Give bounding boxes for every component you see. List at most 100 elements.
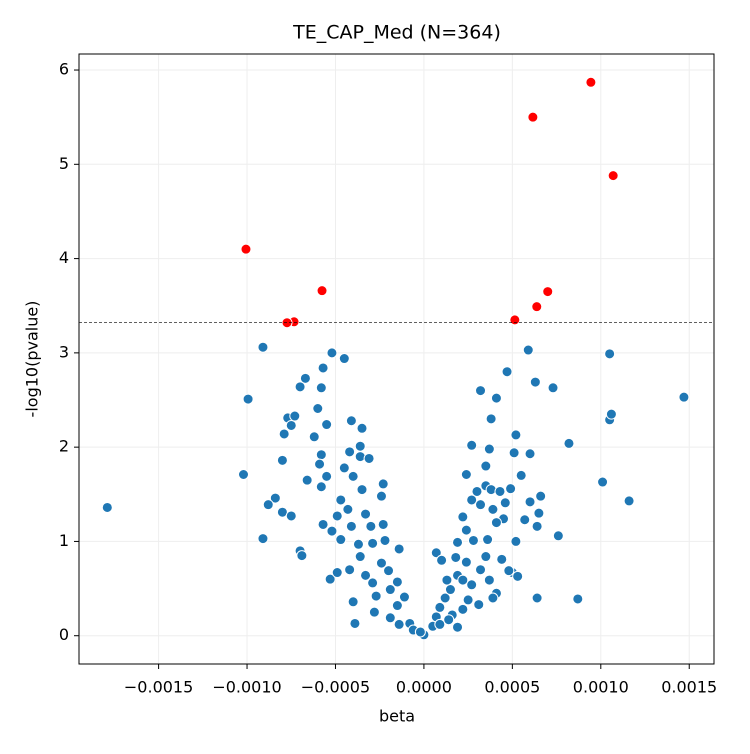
point (276, 454, 288, 466)
point (460, 524, 472, 536)
point (316, 285, 328, 297)
point (533, 507, 545, 519)
point (338, 462, 350, 474)
point (262, 499, 274, 511)
y-tick-label: 2 (59, 437, 69, 456)
point (460, 468, 472, 480)
point (460, 556, 472, 568)
point (317, 518, 329, 530)
point (604, 348, 616, 360)
point (563, 437, 575, 449)
point (439, 592, 451, 604)
point (370, 590, 382, 602)
point (368, 606, 380, 618)
point (289, 410, 301, 422)
x-tick-label: 0.0010 (573, 678, 629, 697)
point (314, 458, 326, 470)
point (347, 596, 359, 608)
point (308, 431, 320, 443)
point (360, 569, 372, 581)
point (315, 382, 327, 394)
y-tick-label: 3 (59, 342, 69, 361)
point (471, 485, 483, 497)
point (531, 520, 543, 532)
point (391, 600, 403, 612)
point (285, 510, 297, 522)
point (485, 413, 497, 425)
point (542, 286, 554, 298)
point (508, 447, 520, 459)
point (315, 481, 327, 493)
point (457, 574, 469, 586)
point (547, 382, 559, 394)
point (623, 495, 635, 507)
point (393, 618, 405, 630)
point (444, 584, 456, 596)
point (483, 443, 495, 455)
point (480, 460, 492, 472)
point (466, 494, 478, 506)
point (512, 570, 524, 582)
points (79, 76, 714, 641)
point (344, 564, 356, 576)
point (345, 520, 357, 532)
y-tick-label: 0 (59, 625, 69, 644)
point (527, 111, 539, 123)
point (607, 170, 619, 182)
point (338, 353, 350, 365)
point (315, 449, 327, 461)
point (367, 537, 379, 549)
point (379, 534, 391, 546)
point (354, 551, 366, 563)
point (531, 301, 543, 313)
point (487, 592, 499, 604)
point (490, 392, 502, 404)
point (365, 520, 377, 532)
point (524, 496, 536, 508)
point (281, 317, 293, 329)
point (363, 452, 375, 464)
point (393, 543, 405, 555)
point (356, 484, 368, 496)
point (257, 341, 269, 353)
point (475, 385, 487, 397)
point (326, 347, 338, 359)
point (485, 484, 497, 496)
y-tick-label: 6 (59, 60, 69, 79)
point (585, 76, 597, 88)
point (375, 557, 387, 569)
point (347, 470, 359, 482)
point (473, 599, 485, 611)
point (434, 618, 446, 630)
axes: −0.0015 −0.0010 −0.0005 0.0000 0.0005 0.0010 0… (59, 60, 717, 697)
point (383, 565, 395, 577)
point (377, 478, 389, 490)
point (510, 429, 522, 441)
point (356, 422, 368, 434)
point (391, 576, 403, 588)
point (467, 534, 479, 546)
x-tick-label: −0.0005 (301, 678, 370, 697)
point (312, 402, 324, 414)
point (301, 474, 313, 486)
point (299, 372, 311, 384)
plot-frame (78, 53, 715, 665)
point (269, 492, 281, 504)
point (475, 499, 487, 511)
point (335, 534, 347, 546)
point (331, 510, 343, 522)
point (462, 594, 474, 606)
point (499, 497, 511, 509)
x-tick-label: 0.0005 (484, 678, 540, 697)
point (490, 517, 502, 529)
point (242, 393, 254, 405)
x-tick-label: 0.0015 (661, 678, 717, 697)
point (505, 483, 517, 495)
point (321, 419, 333, 431)
point (494, 485, 506, 497)
point (552, 530, 564, 542)
point (466, 439, 478, 451)
point (321, 470, 333, 482)
point (317, 362, 329, 374)
point (501, 366, 513, 378)
